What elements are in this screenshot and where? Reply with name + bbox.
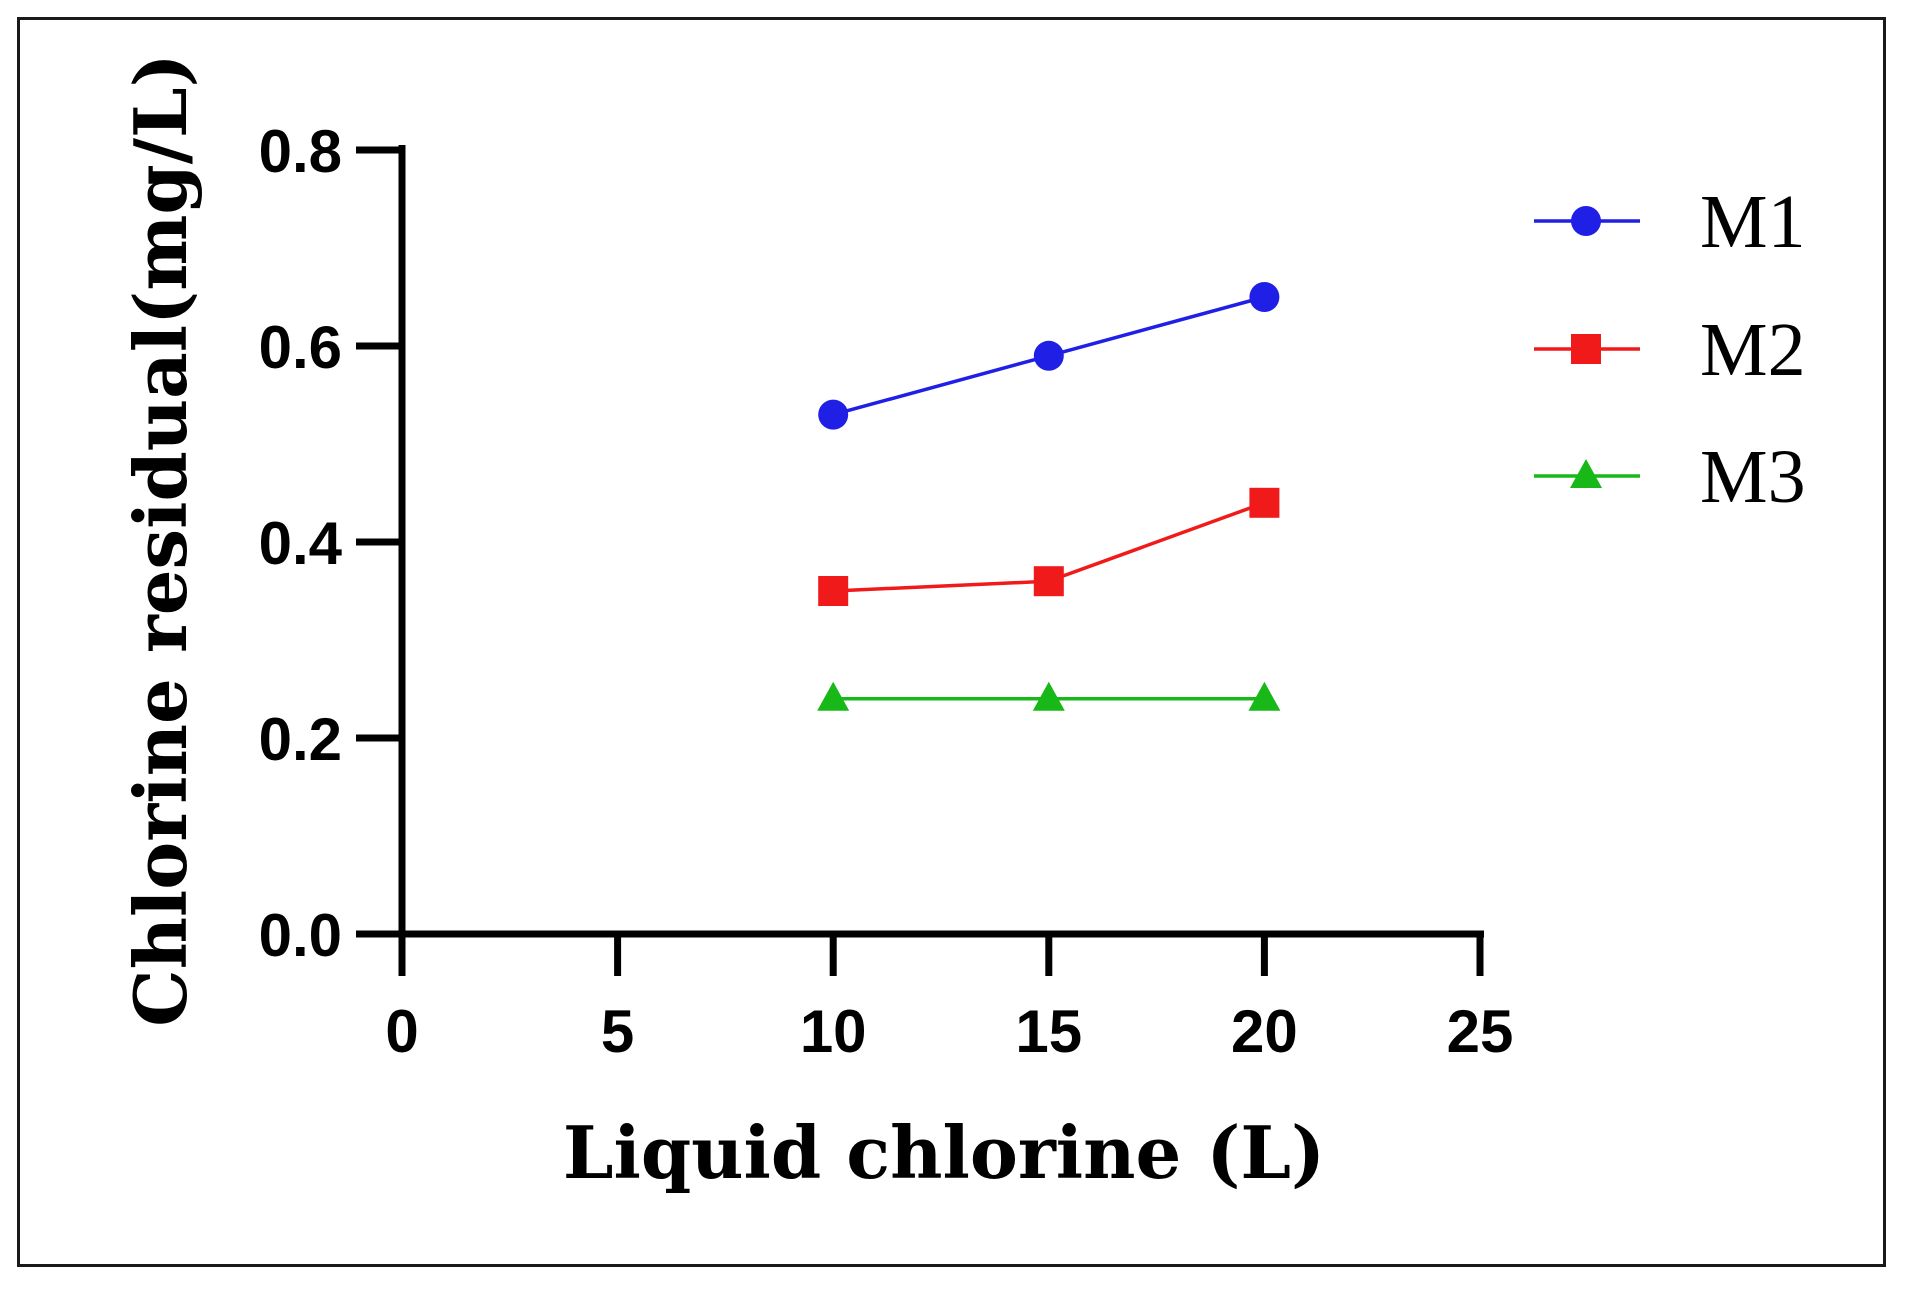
legend-item-m2-label: M2 [1700, 308, 1806, 392]
y-tick-label: 0.0 [259, 902, 342, 969]
x-tick-label: 5 [601, 998, 634, 1065]
series-m1-point [1249, 282, 1280, 312]
series-m3 [817, 681, 1281, 711]
y-axis-title: Chlorine residual(mg/L) [118, 53, 203, 1026]
plot-series [817, 282, 1281, 711]
series-m2-point [1249, 487, 1280, 518]
series-m3-point [1248, 681, 1281, 711]
legend-item-m2-marker [1571, 334, 1601, 364]
x-tick-label: 25 [1447, 998, 1514, 1065]
y-ticks: 0.0 0.2 0.4 0.6 0.8 [259, 118, 402, 969]
x-tick-label: 0 [385, 998, 418, 1065]
x-tick-label: 10 [800, 998, 867, 1065]
legend-item-m2: M2 [1534, 308, 1806, 392]
series-m1-point [818, 399, 849, 430]
y-tick-label: 0.4 [259, 510, 343, 577]
series-m3-point [1032, 681, 1065, 711]
x-ticks: 0 5 10 15 20 25 [385, 934, 1513, 1065]
series-m2 [818, 487, 1280, 606]
series-m1-point [1033, 340, 1064, 371]
legend-item-m3-marker [1570, 459, 1602, 488]
series-m2-point [1033, 566, 1064, 597]
legend-item-m1-label: M1 [1700, 180, 1806, 264]
series-m1 [818, 282, 1280, 430]
axes: 0.0 0.2 0.4 0.6 0.8 0 5 10 15 20 25 [259, 118, 1514, 1065]
x-tick-label: 15 [1015, 998, 1082, 1065]
y-tick-label: 0.6 [259, 314, 342, 381]
x-tick-label: 20 [1231, 998, 1298, 1065]
series-m2-point [818, 576, 849, 606]
legend-item-m3: M3 [1534, 435, 1806, 519]
legend-item-m3-label: M3 [1700, 435, 1806, 519]
series-m3-point [817, 681, 850, 711]
y-tick-label: 0.8 [259, 118, 342, 185]
legend-item-m1-marker [1571, 206, 1601, 236]
legend: M1 M2 M3 [1534, 180, 1806, 519]
y-tick-label: 0.2 [259, 706, 342, 773]
x-axis-title: Liquid chlorine (L) [563, 1110, 1325, 1195]
legend-item-m1: M1 [1534, 180, 1806, 264]
